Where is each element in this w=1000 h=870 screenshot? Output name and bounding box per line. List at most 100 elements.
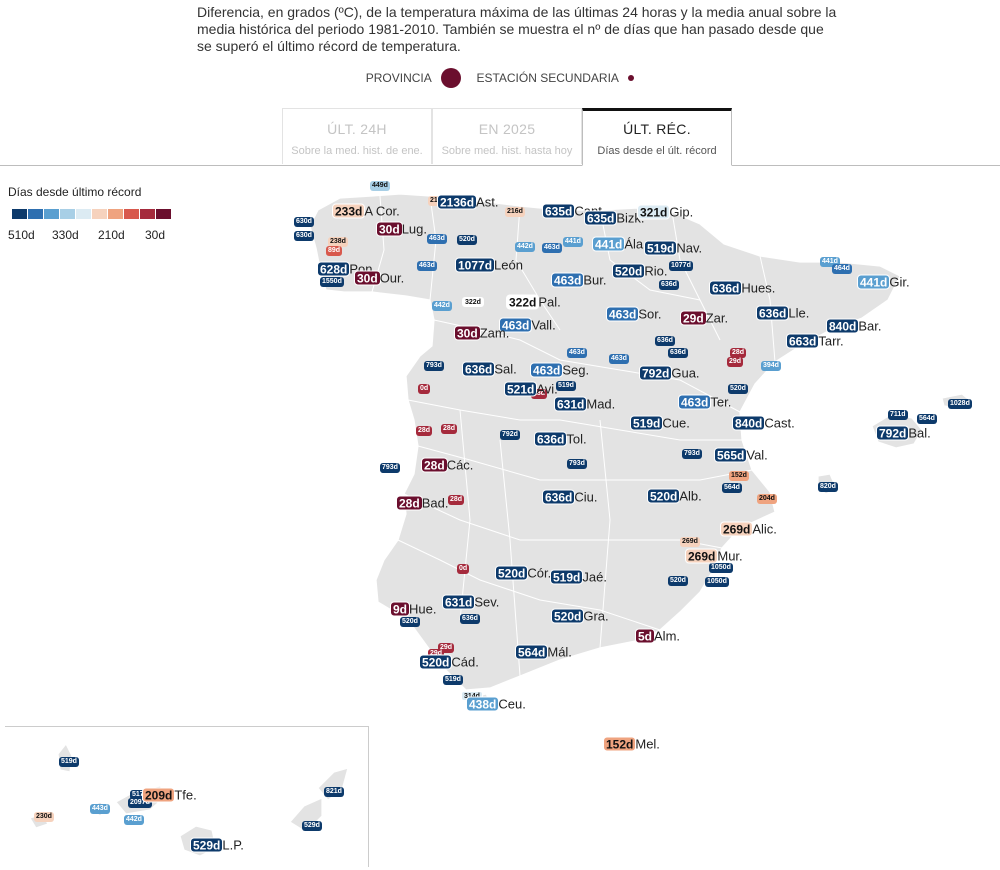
province-marker[interactable]: 636d (542, 489, 576, 505)
province-marker[interactable]: 441d (592, 236, 626, 252)
station-marker[interactable]: 519d (59, 757, 79, 767)
station-marker[interactable]: 1050d (705, 577, 729, 587)
station-marker[interactable]: 464d (832, 264, 852, 274)
province-marker[interactable]: 30d (376, 221, 403, 237)
province-marker[interactable]: 152d (603, 736, 637, 752)
province-marker[interactable]: 636d (756, 305, 790, 321)
province-marker[interactable]: 520d (612, 263, 646, 279)
province-marker[interactable]: 5d (635, 628, 656, 644)
station-marker[interactable]: 463d (417, 261, 437, 271)
station-marker[interactable]: 1050d (709, 563, 733, 573)
province-marker[interactable]: 463d (530, 362, 564, 378)
province-marker[interactable]: 29d (680, 310, 707, 326)
station-marker[interactable]: 28d (730, 348, 747, 358)
province-marker[interactable]: 2136d (437, 194, 478, 210)
station-marker[interactable]: 322d (462, 297, 484, 307)
province-marker[interactable]: 663d (786, 333, 820, 349)
station-marker[interactable]: 463d (542, 243, 562, 253)
station-marker[interactable]: 0d (457, 564, 470, 574)
station-marker[interactable]: 29d (438, 643, 455, 653)
province-marker[interactable]: 840d (826, 318, 860, 334)
station-marker[interactable]: 1077d (669, 261, 693, 271)
province-marker[interactable]: 233d (332, 203, 366, 219)
station-marker[interactable]: 821d (324, 787, 344, 797)
province-marker[interactable]: 520d (419, 654, 453, 670)
tab-ult-24h[interactable]: ÚLT. 24H Sobre la med. hist. de ene. (282, 108, 432, 164)
station-marker[interactable]: 793d (424, 361, 444, 371)
province-marker[interactable]: 564d (515, 644, 549, 660)
station-marker[interactable]: 29d (428, 649, 445, 659)
province-marker[interactable]: 635d (542, 203, 576, 219)
station-marker[interactable]: 2097d (128, 798, 152, 808)
station-marker[interactable]: 520d (457, 235, 477, 245)
station-marker[interactable]: 711d (888, 410, 908, 420)
station-marker[interactable]: 1028d (948, 399, 972, 409)
station-marker[interactable]: 636d (655, 336, 675, 346)
station-marker[interactable]: 238d (328, 237, 348, 247)
station-marker[interactable]: 28d (441, 424, 458, 434)
province-marker[interactable]: 269d (720, 521, 754, 537)
station-marker[interactable]: 636d (668, 348, 688, 358)
province-marker[interactable]: 463d (551, 272, 585, 288)
province-marker[interactable]: 631d (554, 396, 588, 412)
station-marker[interactable]: 152d (729, 471, 749, 481)
station-marker[interactable]: 793d (567, 459, 587, 469)
province-marker[interactable]: 463d (499, 317, 533, 333)
station-marker[interactable]: 28d (416, 426, 433, 436)
province-marker[interactable]: 519d (630, 415, 664, 431)
station-marker[interactable]: 517 (130, 790, 146, 800)
province-marker[interactable]: 636d (534, 431, 568, 447)
station-marker[interactable]: 519d (443, 675, 463, 685)
province-marker[interactable]: 628d (317, 261, 351, 277)
tab-ult-rec[interactable]: ÚLT. RÉC. Días desde el últ. récord (582, 108, 732, 166)
station-marker[interactable]: 394d (761, 361, 781, 371)
station-marker[interactable]: 636d (460, 614, 480, 624)
station-marker[interactable]: 28d (531, 389, 548, 399)
province-marker[interactable]: 209d (142, 787, 176, 803)
province-marker[interactable]: 565d (714, 447, 748, 463)
province-marker[interactable]: 520d (551, 608, 585, 624)
province-marker[interactable]: 1077d (455, 257, 496, 273)
station-marker[interactable]: 636d (659, 280, 679, 290)
station-marker[interactable]: 630d (294, 217, 314, 227)
station-marker[interactable]: 463d (567, 348, 587, 358)
province-marker[interactable]: 30d (454, 325, 481, 341)
province-marker[interactable]: 441d (857, 274, 891, 290)
province-marker[interactable]: 529d (190, 837, 224, 853)
province-marker[interactable]: 520d (647, 488, 681, 504)
province-marker[interactable]: 792d (876, 425, 910, 441)
station-marker[interactable]: 29d (727, 357, 744, 367)
station-marker[interactable]: 204d (757, 494, 777, 504)
province-marker[interactable]: 636d (709, 280, 743, 296)
province-marker[interactable]: 28d (396, 495, 423, 511)
province-marker[interactable]: 521d (504, 381, 538, 397)
province-marker[interactable]: 9d (390, 601, 411, 617)
province-marker[interactable]: 463d (606, 306, 640, 322)
station-marker[interactable]: 793d (380, 463, 400, 473)
station-marker[interactable]: 230d (34, 812, 54, 822)
station-marker[interactable]: 520d (668, 576, 688, 586)
station-marker[interactable]: 564d (722, 483, 742, 493)
province-marker[interactable]: 631d (442, 594, 476, 610)
station-marker[interactable]: 443d (90, 804, 110, 814)
province-marker[interactable]: 438d (466, 696, 500, 712)
province-marker[interactable]: 519d (644, 240, 678, 256)
station-marker[interactable]: 269d (680, 537, 700, 547)
province-marker[interactable]: 321d (637, 204, 671, 220)
station-marker[interactable]: 449d (370, 181, 390, 191)
province-marker[interactable]: 463d (678, 394, 712, 410)
station-marker[interactable]: 520d (728, 384, 748, 394)
station-marker[interactable]: 820d (818, 482, 838, 492)
province-marker[interactable]: 28d (421, 457, 448, 473)
province-marker[interactable]: 635d (584, 210, 618, 226)
station-marker[interactable]: 0d (418, 384, 431, 394)
province-marker[interactable]: 792d (639, 365, 673, 381)
station-marker[interactable]: 441d (563, 237, 583, 247)
station-marker[interactable]: 630d (294, 231, 314, 241)
station-marker[interactable]: 463d (609, 354, 629, 364)
station-marker[interactable]: 564d (917, 414, 937, 424)
province-marker[interactable]: 520d (495, 565, 529, 581)
station-marker[interactable]: 89d (326, 246, 343, 256)
station-marker[interactable]: 463d (427, 234, 447, 244)
station-marker[interactable]: 442d (432, 301, 452, 311)
